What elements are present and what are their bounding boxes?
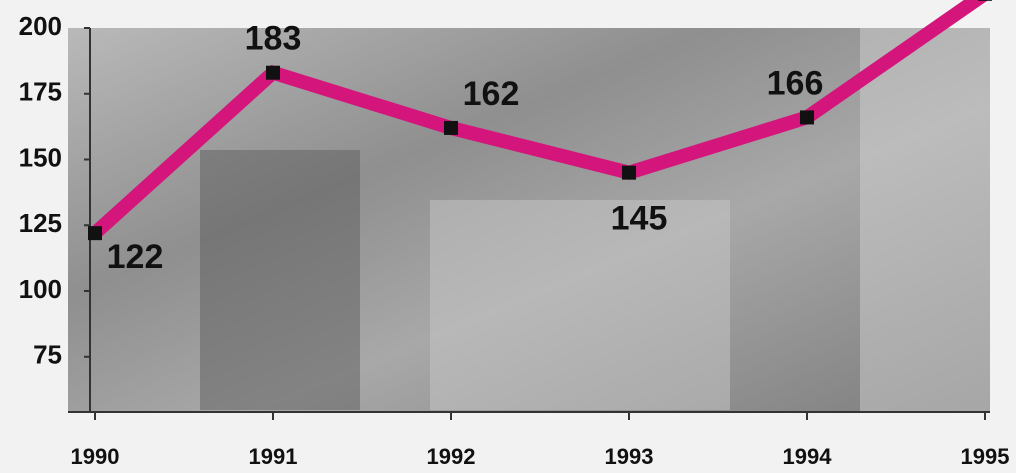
x-tick-label: 1992 — [427, 444, 476, 469]
x-tick-label: 1994 — [783, 444, 833, 469]
y-tick-label: 100 — [19, 274, 62, 304]
data-label: 162 — [463, 75, 520, 113]
x-tick-label: 1995 — [961, 444, 1010, 469]
data-label: 166 — [767, 64, 824, 102]
photo-shadow — [200, 150, 360, 410]
data-point — [978, 0, 992, 1]
y-tick-label: 175 — [19, 77, 62, 107]
data-label: 183 — [245, 20, 302, 58]
data-label: 145 — [611, 200, 668, 238]
y-tick-label: 150 — [19, 142, 62, 172]
y-tick-label: 200 — [19, 11, 62, 41]
y-tick-label: 125 — [19, 208, 62, 238]
chart: 75 100 125 150 175 200 1990 1991 1992 1993 1994 199… — [0, 0, 1016, 473]
data-label: 122 — [107, 238, 164, 276]
x-tick-label: 1991 — [249, 444, 298, 469]
photo-wall — [860, 28, 990, 412]
data-point — [266, 66, 280, 80]
data-point — [622, 166, 636, 180]
y-tick-label: 75 — [33, 340, 62, 370]
photo-wall — [430, 200, 730, 410]
data-point — [88, 226, 102, 240]
page: {"chart_data": {"type": "line", "x": [19… — [0, 0, 1016, 473]
data-point — [800, 110, 814, 124]
x-tick-label: 1990 — [71, 444, 120, 469]
x-tick-label: 1993 — [605, 444, 654, 469]
data-point — [444, 121, 458, 135]
